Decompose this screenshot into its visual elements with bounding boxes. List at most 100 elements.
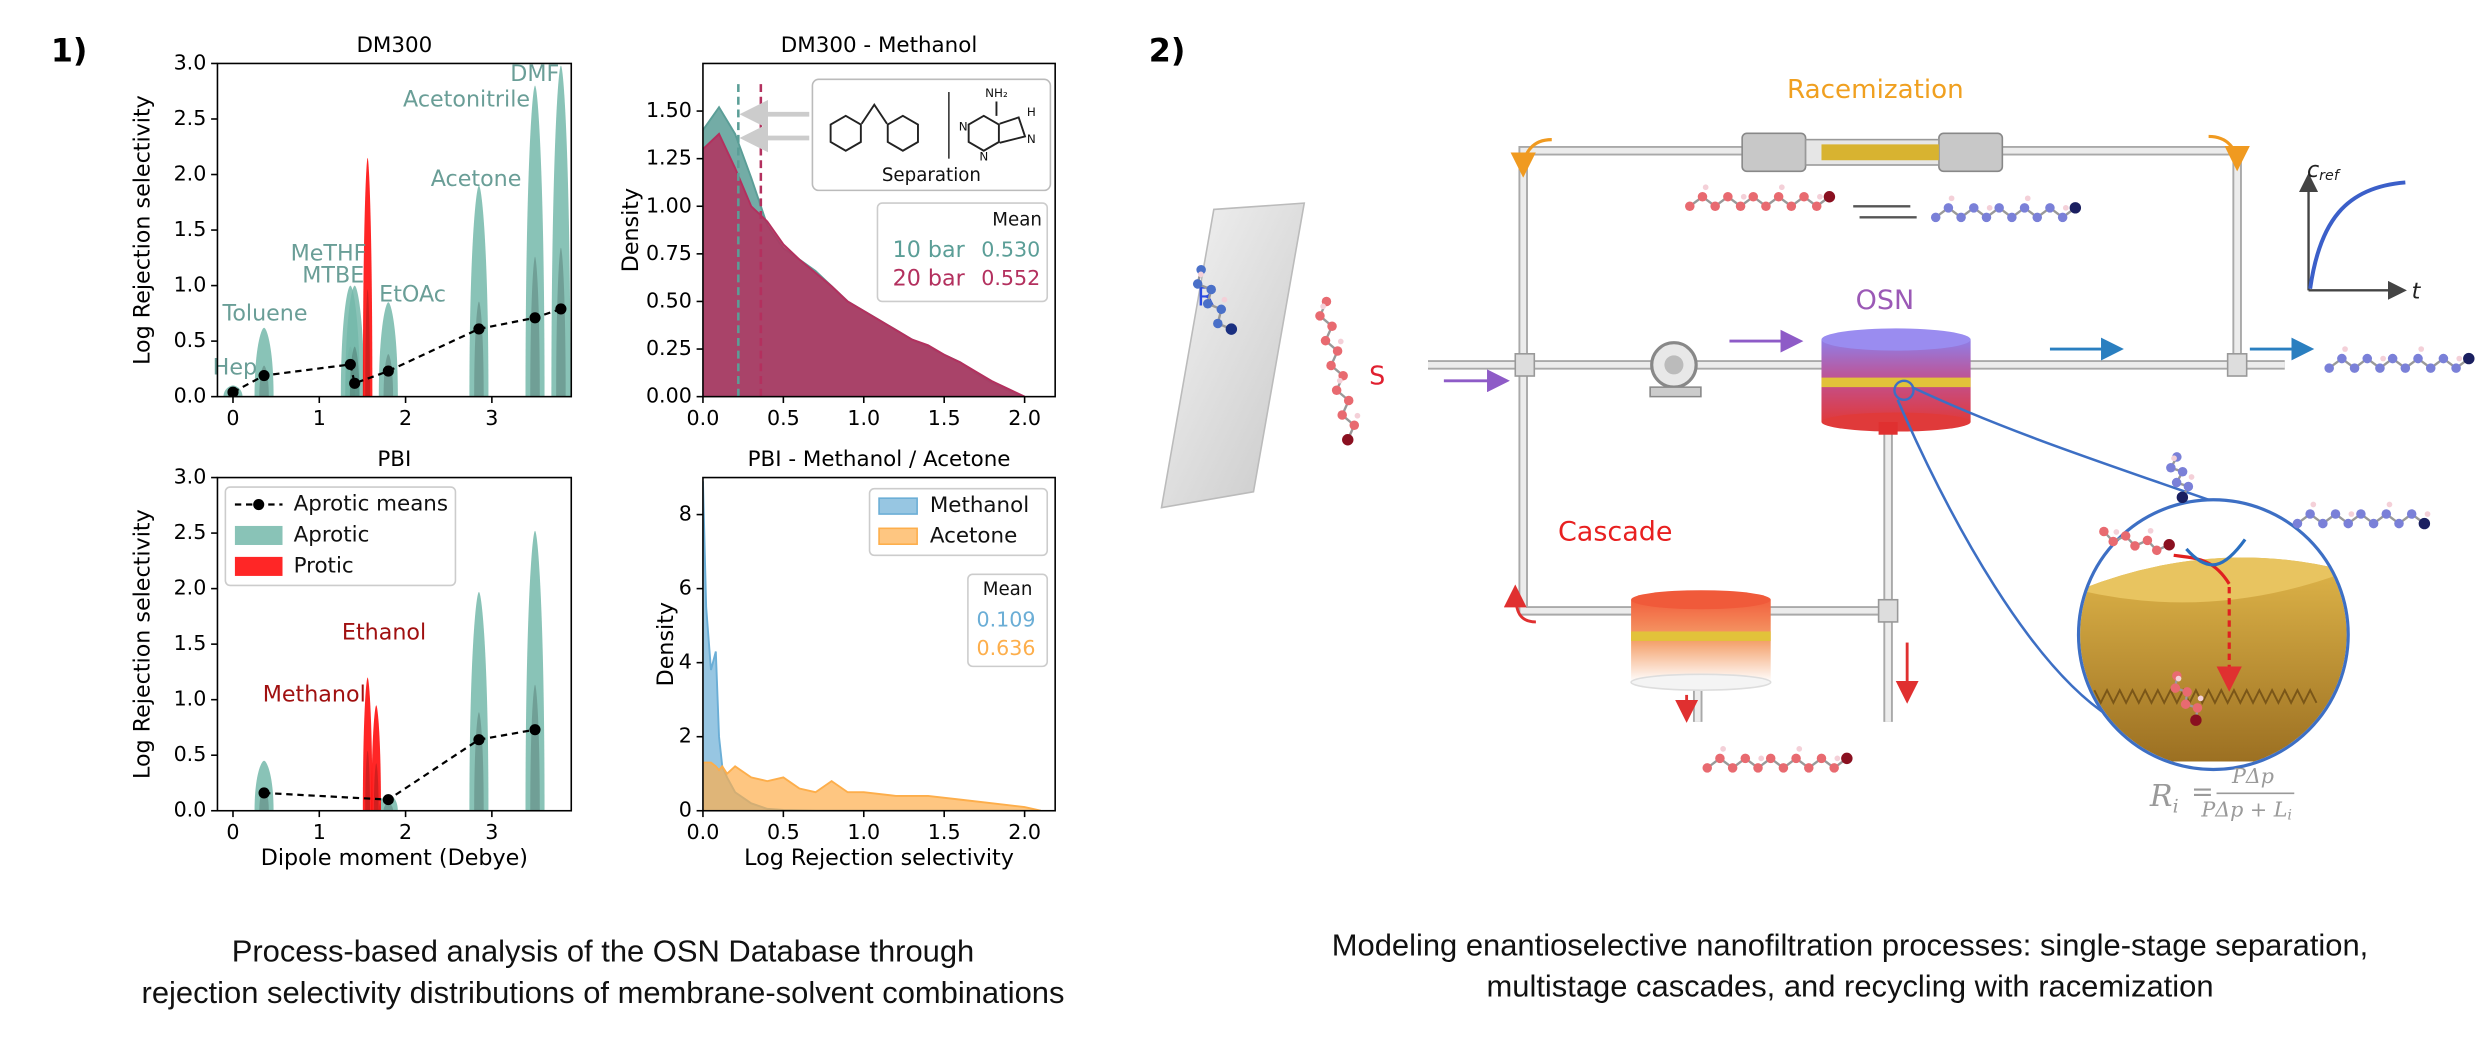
mean-point [382,794,394,806]
inset-atom: NH₂ [985,86,1008,100]
atom [2425,363,2436,373]
x-tick-label: 1 [313,820,326,844]
atom [1981,212,1992,223]
violin [371,705,381,811]
formula-r: R [2149,779,2173,814]
annotation: EtOAc [379,282,446,308]
y-tick-label: 2.5 [174,520,207,544]
x-tick-label: 1.5 [928,406,961,430]
violin-core [383,803,394,811]
atom [2387,353,2398,364]
y-axis-label: Log Rejection selectivity [129,95,155,365]
x-tick-label: 2.0 [1008,406,1041,430]
density-line [702,761,1041,811]
x-tick-label: 2.0 [1008,820,1041,844]
formula-sub: i [2173,796,2179,818]
x-tick-label: 0 [226,820,239,844]
atom [2182,687,2192,697]
atom [1213,318,1223,329]
atom [2007,212,2017,223]
y-tick-label: 0.50 [646,288,692,312]
atom [1320,303,1326,310]
violin [254,327,274,397]
inset-atom: N [979,150,988,164]
atom [2413,353,2423,364]
violin [469,185,489,397]
violin-core [530,684,540,811]
formula-den-main: PΔp + L [2200,797,2287,821]
molecule [2170,671,2204,726]
atom [1216,304,1227,315]
atom [2418,346,2425,352]
graph-label: cref [2307,156,2341,184]
atom [1796,746,1803,752]
atom [2024,195,2031,202]
atom [1765,753,1776,764]
atom [1816,753,1827,764]
y-tick-label: 0 [679,798,692,822]
formula-den-sub: i [2287,807,2292,823]
atom [1326,360,1336,371]
atom [1969,203,1979,213]
violin-core [365,750,370,811]
atom [2163,539,2175,551]
mean-title: Mean [992,210,1042,231]
atom [1196,264,1206,275]
violin-core [365,289,370,397]
chart-title: DM300 [356,33,432,58]
atom [2142,535,2153,546]
atom [1841,752,1853,765]
x-axis-label: Dipole moment (Debye) [261,845,528,871]
y-tick-label: 1.0 [174,273,207,297]
formula-den: PΔp + Li [2200,797,2292,823]
atom [1811,201,1822,212]
atom [2356,509,2366,519]
atom [2188,474,2195,480]
molecule [1315,296,1361,446]
atom [2463,352,2475,365]
atom [2130,541,2140,551]
atom [2375,363,2385,373]
means-line [263,728,536,801]
atom [2057,212,2068,223]
atom [1804,763,1814,773]
atom [2324,363,2334,373]
y-tick-label: 1.50 [646,98,692,122]
atom [2180,699,2191,709]
mean-point [473,323,485,335]
annotation: Methanol [263,681,366,707]
annotation: DMF [510,61,559,87]
atom [1786,201,1797,212]
osn-membrane [1821,377,1971,388]
atom [1206,284,1216,295]
zoom-lines [1896,385,2214,719]
mean-point [382,365,394,377]
atom [2045,203,2055,213]
violin [254,760,274,811]
y-axis-label: Density [653,602,679,686]
y-tick-label: 0.25 [646,336,692,360]
violin [469,591,489,811]
graph-label-c: c [2307,156,2319,182]
atom [2151,545,2162,556]
atom [1337,338,1344,345]
legend-swatch [878,527,918,545]
membrane-pores [2093,688,2318,705]
annotation: Hep [213,355,257,381]
atom [1342,434,1354,446]
violin-core [530,256,540,397]
cascade-membrane [1631,631,1771,641]
atom [2368,518,2379,529]
mean-point [473,734,485,746]
atom [1753,763,1763,773]
y-tick-label: 1.0 [174,687,207,711]
atom [1221,296,1228,303]
caption: Modeling enantioselective nanofiltration… [1332,927,2369,962]
mean-box [876,202,1049,303]
atom [2381,509,2392,519]
annotation: Acetone [431,166,522,192]
y-tick-label: 2.5 [174,106,207,130]
